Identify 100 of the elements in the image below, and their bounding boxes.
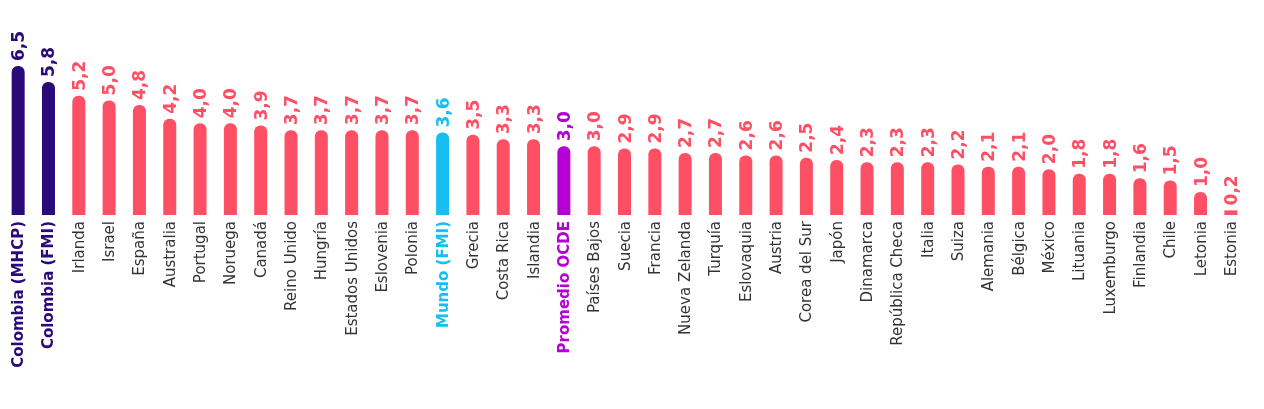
data-label: 3,7 bbox=[371, 95, 392, 126]
bar bbox=[648, 148, 662, 215]
bar bbox=[405, 130, 419, 215]
bar bbox=[860, 162, 874, 215]
data-label: 3,9 bbox=[250, 90, 271, 121]
bar bbox=[41, 82, 55, 215]
x-tick-label: Portugal bbox=[191, 221, 210, 284]
x-tick-label: Japón bbox=[827, 221, 846, 264]
x-tick-label: Estonia bbox=[1221, 221, 1240, 277]
x-tick-label: Canadá bbox=[251, 221, 270, 279]
data-label: 3,6 bbox=[432, 97, 453, 128]
bar bbox=[254, 125, 268, 215]
bar bbox=[345, 130, 359, 215]
x-tick-label: Eslovaquia bbox=[736, 221, 755, 303]
data-label: 2,3 bbox=[887, 127, 908, 158]
x-tick-label: Reino Unido bbox=[282, 221, 301, 311]
data-label: 3,7 bbox=[281, 95, 302, 126]
x-tick-label: Polonia bbox=[403, 221, 422, 275]
data-label: 4,0 bbox=[190, 88, 211, 119]
data-label: 3,3 bbox=[493, 104, 514, 135]
data-label: 2,3 bbox=[857, 127, 878, 158]
data-label: 5,0 bbox=[99, 65, 120, 96]
bar bbox=[678, 153, 692, 215]
bar bbox=[436, 132, 450, 215]
data-label: 3,7 bbox=[341, 95, 362, 126]
x-tick-label: Israel bbox=[100, 221, 119, 262]
data-label: 2,4 bbox=[826, 124, 847, 155]
x-tick-label: Chile bbox=[1161, 221, 1180, 259]
bar bbox=[1194, 192, 1208, 215]
data-label: 3,7 bbox=[311, 95, 332, 126]
x-tick-label: Grecia bbox=[463, 221, 482, 270]
data-label: 2,6 bbox=[766, 120, 787, 151]
x-tick-label: Luxemburgo bbox=[1100, 221, 1119, 315]
data-label: 3,0 bbox=[553, 110, 574, 142]
data-label: 2,6 bbox=[735, 120, 756, 151]
x-tick-label: Corea del Sur bbox=[797, 220, 816, 323]
bar bbox=[1163, 180, 1177, 215]
x-tick-label: Turquía bbox=[706, 221, 725, 277]
x-tick-label: Eslovenia bbox=[372, 221, 391, 293]
x-tick-label: Finlandia bbox=[1130, 221, 1149, 288]
bar bbox=[132, 104, 146, 215]
bar bbox=[1224, 210, 1238, 215]
data-label: 2,7 bbox=[705, 117, 726, 149]
x-tick-label: Austria bbox=[767, 221, 786, 274]
bar bbox=[890, 162, 904, 215]
x-tick-label: Promedio OCDE bbox=[554, 221, 573, 354]
data-label: 1,0 bbox=[1190, 156, 1211, 188]
bar bbox=[708, 153, 722, 215]
bar bbox=[314, 130, 328, 215]
bar bbox=[163, 118, 177, 215]
data-label: 2,1 bbox=[1008, 131, 1029, 162]
bar bbox=[769, 155, 783, 215]
data-label: 4,0 bbox=[220, 88, 241, 119]
bar bbox=[951, 164, 965, 215]
bar bbox=[527, 139, 541, 215]
bar bbox=[618, 148, 631, 215]
x-tick-label: República Checa bbox=[888, 221, 907, 346]
x-tick-label: Hungría bbox=[312, 221, 331, 281]
bar bbox=[375, 130, 389, 215]
x-tick-label: Lituania bbox=[1070, 221, 1089, 281]
x-tick-label: Suiza bbox=[948, 221, 967, 262]
bar bbox=[739, 155, 753, 215]
bar bbox=[921, 162, 935, 215]
data-label: 3,5 bbox=[462, 99, 483, 130]
bar bbox=[830, 159, 844, 215]
data-label: 4,8 bbox=[129, 69, 150, 100]
bar bbox=[557, 146, 571, 215]
x-tick-label: Noruega bbox=[221, 221, 240, 286]
x-tick-label: España bbox=[130, 221, 149, 276]
x-tick-label: Francia bbox=[645, 221, 664, 276]
data-label: 2,5 bbox=[796, 122, 817, 153]
data-label: 3,3 bbox=[523, 104, 544, 135]
x-tick-label: Australia bbox=[160, 221, 179, 288]
data-label: 2,2 bbox=[947, 129, 968, 160]
bar bbox=[496, 139, 510, 215]
x-tick-label: Bélgica bbox=[1009, 221, 1028, 276]
x-tick-label: Letonia bbox=[1191, 221, 1210, 277]
data-label: 2,9 bbox=[644, 113, 665, 144]
x-tick-label: Costa Rica bbox=[494, 221, 513, 301]
x-tick-label: Estados Unidos bbox=[342, 220, 361, 336]
data-label: 2,3 bbox=[917, 127, 938, 158]
x-tick-label: Suecia bbox=[615, 221, 634, 271]
data-label: 5,8 bbox=[38, 46, 59, 78]
bar bbox=[72, 95, 86, 215]
bar bbox=[102, 100, 116, 215]
bar bbox=[11, 66, 25, 215]
x-tick-label: Islandia bbox=[524, 221, 543, 279]
bar bbox=[1042, 169, 1056, 215]
data-label: 1,8 bbox=[1069, 138, 1090, 169]
bar bbox=[1072, 173, 1086, 215]
bar bbox=[223, 123, 237, 215]
data-label: 1,5 bbox=[1160, 145, 1181, 176]
x-tick-label: Nueva Zelanda bbox=[676, 221, 695, 335]
x-tick-label: Dinamarca bbox=[858, 221, 877, 303]
data-label: 4,2 bbox=[159, 83, 180, 114]
data-label: 3,7 bbox=[402, 95, 423, 126]
bar bbox=[1103, 173, 1117, 215]
data-label: 6,5 bbox=[8, 30, 29, 61]
x-tick-label: Colombia (MHCP) bbox=[9, 221, 28, 368]
data-label: 2,0 bbox=[1038, 133, 1059, 165]
